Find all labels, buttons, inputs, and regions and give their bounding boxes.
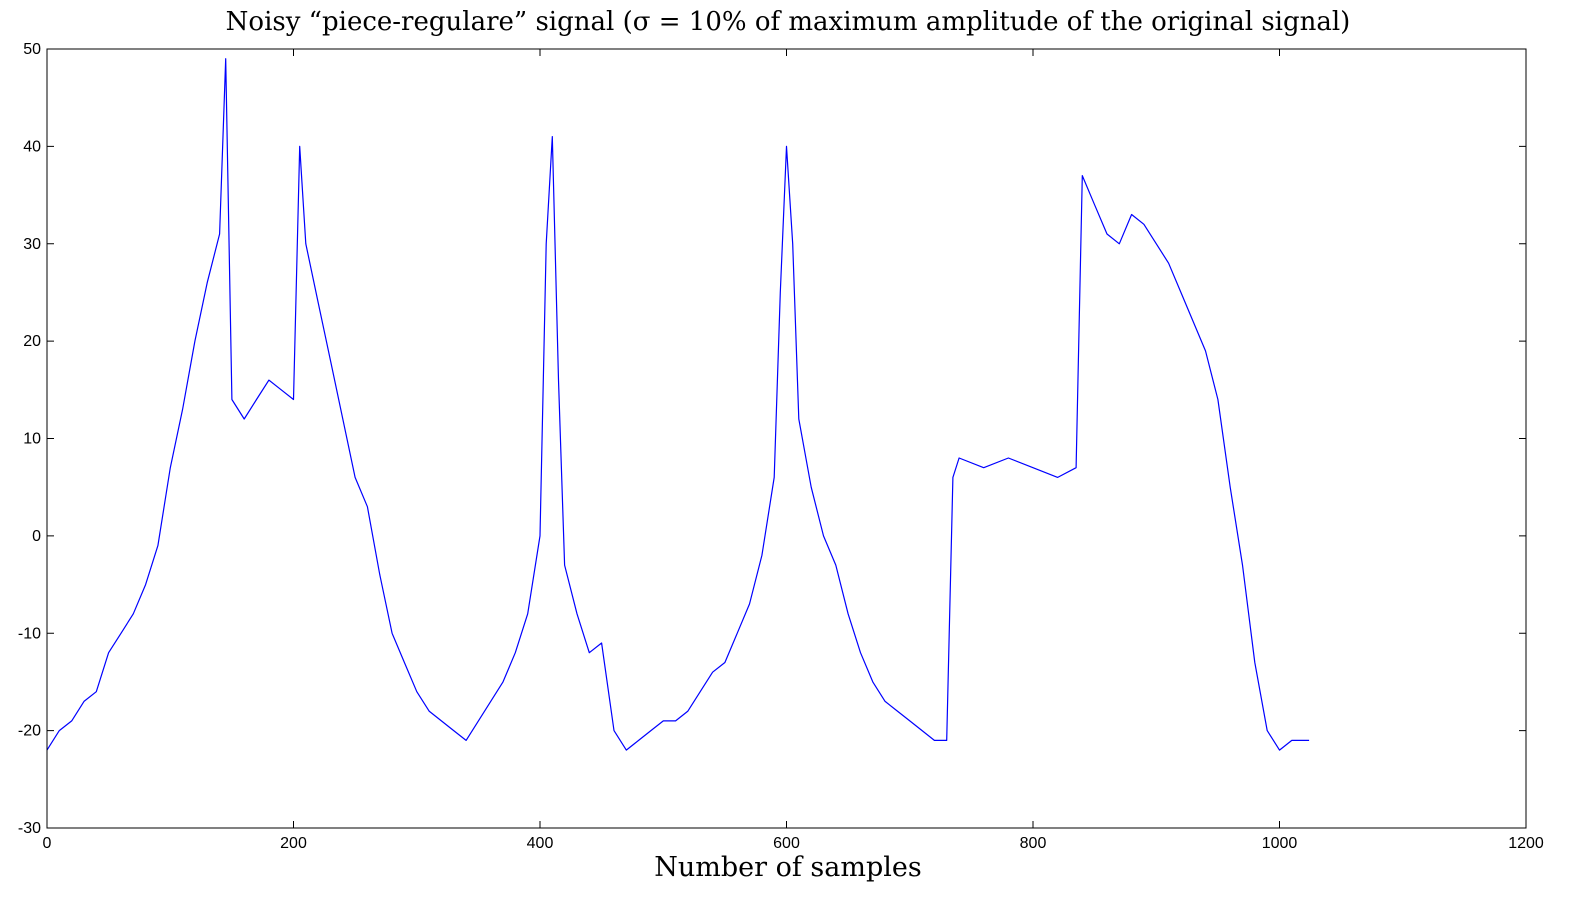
y-tick-label: 30 [23, 236, 41, 253]
x-tick-label: 200 [280, 835, 307, 852]
y-tick-label: -20 [18, 723, 41, 740]
series-line [46, 58, 1310, 751]
series-group [46, 58, 1310, 751]
x-tick-label: 0 [43, 835, 52, 852]
x-tick-label: 1000 [1262, 835, 1298, 852]
plot-area-frame [46, 48, 1527, 829]
y-tick-label: 40 [23, 138, 41, 155]
y-tick-label: 20 [23, 333, 41, 350]
y-tick-label: 10 [23, 431, 41, 448]
x-tick-label: 1200 [1508, 835, 1544, 852]
x-tick-label: 400 [527, 835, 554, 852]
y-tick-label: -10 [18, 625, 41, 642]
y-tick-label: 50 [23, 41, 41, 58]
x-axis-label: Number of samples [654, 852, 922, 883]
y-tick-label: -30 [18, 820, 41, 837]
axis-ticks [46, 48, 1527, 829]
x-tick-label: 600 [773, 835, 800, 852]
tick-labels: 0 200 400 600 800 1000 1200 -30 -20 -10 0 10 20 30 40 5… [18, 41, 1544, 852]
x-tick-label: 800 [1020, 835, 1047, 852]
chart-title: Noisy “piece-regulare” signal (σ = 10% o… [226, 7, 1351, 37]
y-tick-label: 0 [32, 528, 41, 545]
